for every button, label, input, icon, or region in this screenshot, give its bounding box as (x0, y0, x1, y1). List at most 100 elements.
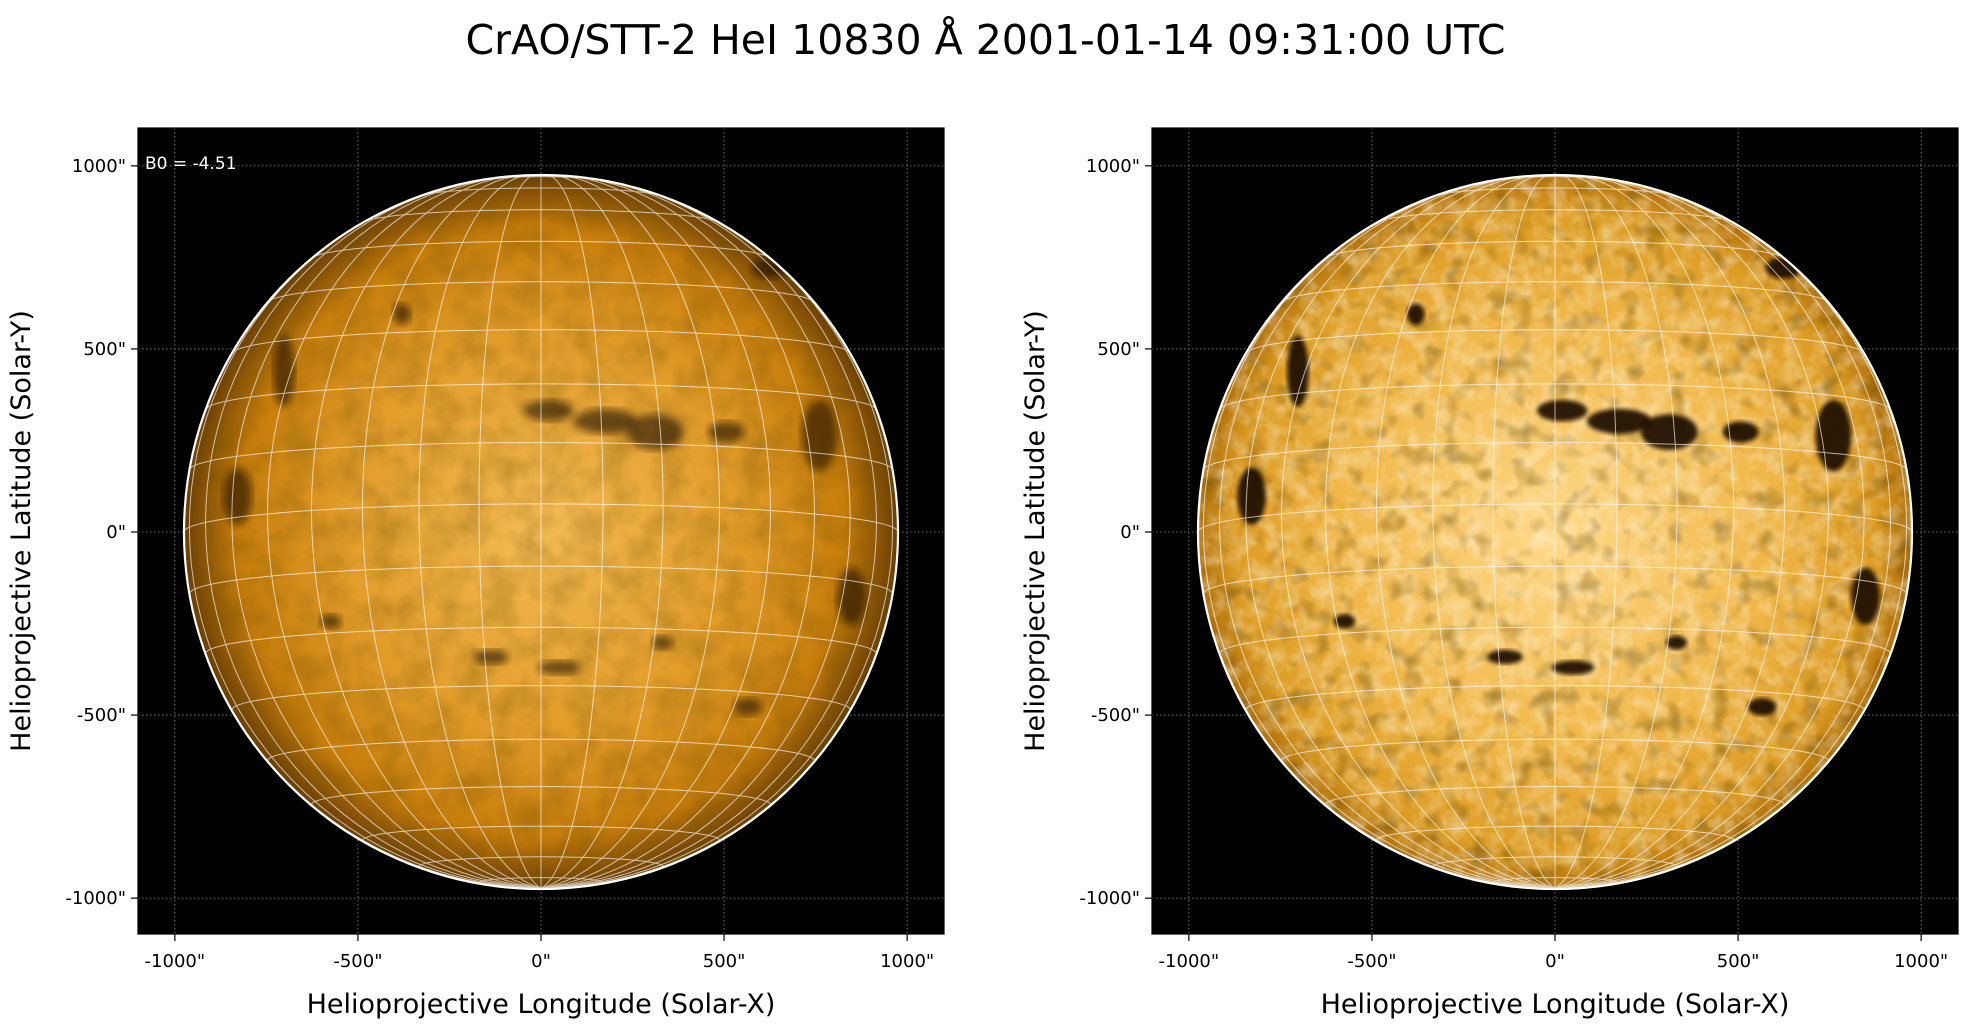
dark-feature (1587, 408, 1652, 434)
x-tick-label: 500" (703, 951, 746, 972)
meridian-line (1554, 175, 1735, 889)
dark-feature (392, 303, 411, 325)
parallel-line (1246, 329, 1865, 354)
y-tick-label: 500" (83, 339, 126, 360)
right-panel: -1000" -500" 0" 500" 1000" 1000" 500" 0" -500" -1… (1020, 127, 1959, 1020)
dark-feature (1640, 414, 1698, 450)
parallel-line (189, 565, 893, 595)
dark-feature (1487, 649, 1523, 665)
parallel-line (205, 383, 877, 410)
meridian-line (540, 175, 664, 889)
parallel-line (1245, 685, 1865, 711)
meridian-line (540, 177, 816, 889)
meridian-line (1554, 175, 1678, 889)
dark-feature (837, 567, 866, 625)
parallel-line (478, 877, 604, 883)
x-tick-label: 1000" (1894, 951, 1948, 972)
parallel-line (1375, 825, 1734, 841)
dark-feature (223, 467, 252, 525)
meridian-line (1554, 175, 1786, 889)
meridian-line (1492, 175, 1556, 889)
x-tick-label: 500" (1717, 951, 1760, 972)
meridian-line (540, 175, 604, 889)
dark-feature (733, 698, 763, 716)
dark-feature (626, 414, 684, 450)
meridian-line (540, 175, 772, 889)
figure-title: CrAO/STT-2 HeI 10830 Å 2001-01-14 09:31:… (465, 16, 1506, 64)
limb-outline (182, 173, 900, 891)
x-tick-label: 0" (531, 951, 551, 972)
dark-feature (1551, 660, 1595, 675)
meridian-line (478, 175, 542, 889)
parallel-line (311, 786, 771, 806)
parallel-line (1219, 383, 1891, 410)
meridian-line (1375, 175, 1556, 889)
parallel-line (189, 442, 893, 470)
y-tick-label: -1000" (1079, 888, 1140, 909)
dark-feature (651, 635, 674, 650)
dark-feature (1851, 567, 1880, 625)
x-tick-label: -1000" (145, 951, 206, 972)
dark-feature (1333, 614, 1356, 629)
parallel-line (418, 856, 664, 867)
parallel-line (1377, 209, 1733, 223)
x-tick-label: 0" (1545, 951, 1565, 972)
x-tick-label: 1000" (880, 951, 934, 972)
meridian-line (361, 175, 542, 889)
heliographic-grid (184, 175, 898, 889)
solar-disk (1198, 175, 1912, 889)
parallel-line (363, 209, 719, 223)
x-axis-label: Helioprojective Longitude (Solar-X) (1321, 989, 1790, 1020)
dark-feature (319, 614, 342, 629)
y-tick-label: 1000" (72, 156, 126, 177)
meridian-line (266, 177, 542, 889)
y-tick-label: -1000" (65, 888, 126, 909)
dark-feature (273, 335, 295, 408)
meridian-line (1554, 175, 1618, 889)
parallel-line (231, 685, 851, 711)
dark-feature (801, 399, 838, 472)
meridian-line (540, 175, 721, 889)
dark-feature (708, 421, 745, 443)
meridian-line (540, 177, 851, 889)
y-tick-label: 500" (1097, 339, 1140, 360)
parallel-line (421, 187, 662, 197)
parallel-line (1203, 565, 1907, 595)
parallel-line (1219, 626, 1891, 655)
meridian-line (1324, 175, 1556, 889)
y-axis-label: Helioprojective Latitude (Solar-Y) (1020, 310, 1051, 752)
parallel-line (1203, 442, 1907, 470)
parallel-line (1198, 503, 1912, 532)
meridian-line (231, 177, 542, 889)
y-tick-label: 0" (1120, 522, 1140, 543)
meridian-line (1432, 175, 1556, 889)
parallel-line (1492, 877, 1618, 883)
x-tick-label: -500" (333, 951, 382, 972)
meridian-line (310, 175, 542, 889)
meridian-line (418, 175, 542, 889)
dark-feature (573, 408, 638, 434)
y-tick-label: -500" (1091, 705, 1140, 726)
y-tick-label: 0" (106, 522, 126, 543)
dark-feature (523, 399, 574, 422)
parallel-line (205, 626, 877, 655)
limb-outline (1196, 173, 1914, 891)
dark-feature (537, 660, 581, 675)
meridian-line (1245, 177, 1556, 889)
b0-annotation: B0 = -4.51 (145, 154, 237, 174)
parallel-line (361, 825, 720, 841)
parallel-line (1325, 786, 1785, 806)
parallel-line (1432, 856, 1678, 867)
x-tick-label: -1000" (1159, 951, 1220, 972)
parallel-line (232, 329, 851, 354)
x-tick-label: -500" (1347, 951, 1396, 972)
dark-feature (1287, 335, 1309, 408)
left-panel: -1000" -500" 0" 500" 1000" 1000" 500" 0" -500" -1… (6, 127, 945, 1020)
dark-feature (1537, 399, 1588, 422)
meridian-line (1280, 177, 1556, 889)
meridian-line (1554, 177, 1865, 889)
dark-feature (1665, 635, 1688, 650)
parallel-line (267, 281, 814, 303)
parallel-line (1326, 240, 1784, 259)
